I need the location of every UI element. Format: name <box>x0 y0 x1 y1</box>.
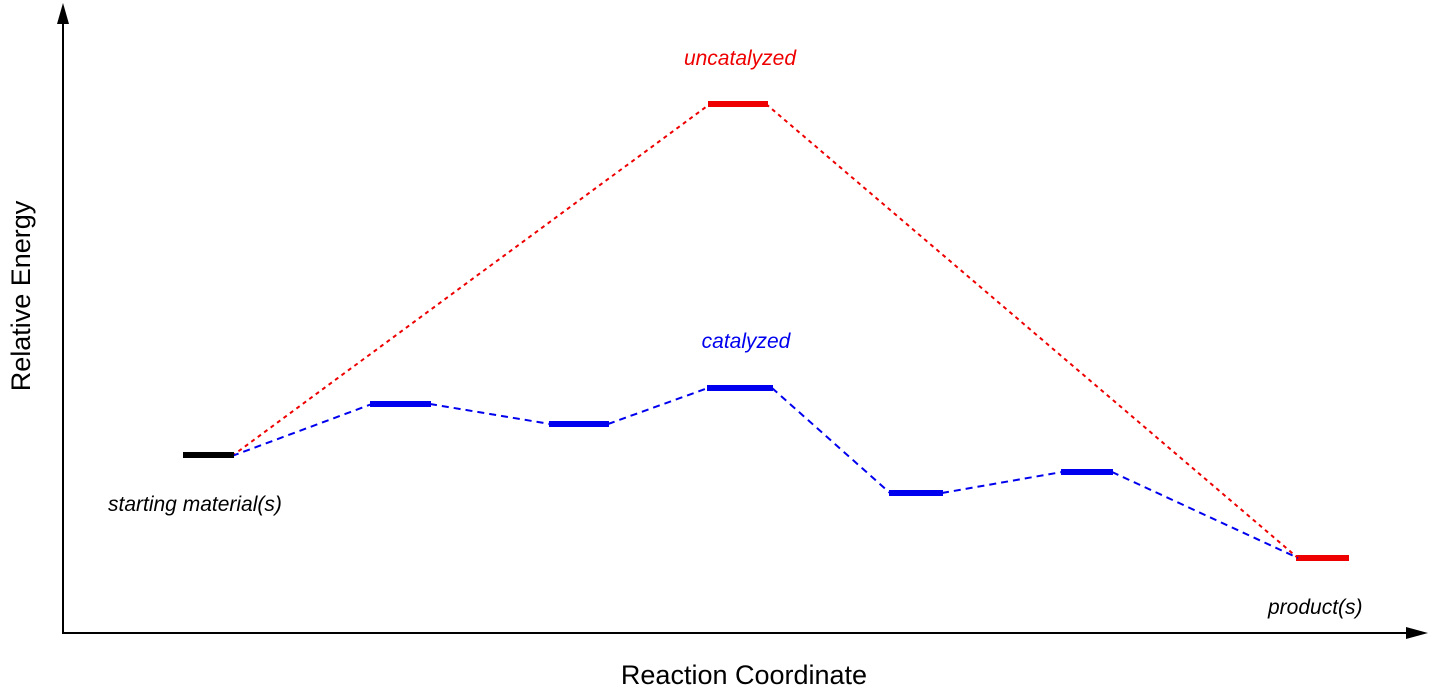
uncatalyzed-pathway <box>231 101 1349 561</box>
y-axis-arrowhead <box>57 3 69 24</box>
catalyzed-pathway <box>231 385 1299 559</box>
x-axis-title: Reaction Coordinate <box>621 660 867 690</box>
product-label: product(s) <box>1267 596 1363 619</box>
uncatalyzed-label: uncatalyzed <box>684 47 797 70</box>
starting-material-label: starting material(s) <box>108 493 282 516</box>
uncatalyzed-connector <box>231 103 1299 559</box>
axes <box>57 3 1428 639</box>
catalyzed-label: catalyzed <box>702 330 792 353</box>
y-axis-title: Relative Energy <box>6 200 36 391</box>
catalyzed-connector <box>231 387 1299 559</box>
x-axis-arrowhead <box>1406 627 1428 639</box>
